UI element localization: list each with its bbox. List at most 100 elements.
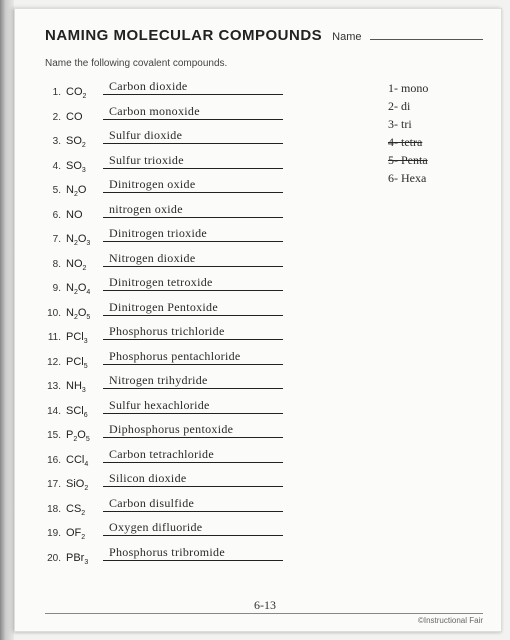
formula: PCl3 [66,331,98,345]
header: NAMING MOLECULAR COMPOUNDS Name [45,27,483,44]
answer-text: Carbon tetrachloride [109,447,214,462]
formula: NO [66,209,98,221]
footer: 6-13 ©Instructional Fair [45,613,483,625]
answer-text: Nitrogen dioxide [109,251,195,266]
row-number: 5. [45,185,61,196]
answer-text: Dinitrogen oxide [109,177,195,192]
row-number: 9. [45,283,61,294]
compound-row: 12. PCl5 Phosphorus pentachloride [45,347,380,372]
answer-line[interactable]: Oxygen difluoride [103,518,283,536]
compound-row: 7.N2O3Dinitrogen trioxide [45,224,380,249]
prefix-note: 5- Penta [388,151,483,169]
answer-line[interactable]: Dinitrogen trioxide [103,224,283,242]
compound-row: 10. N2O5 Dinitrogen Pentoxide [45,298,380,323]
compound-row: 4. SO3 Sulfur trioxide [45,151,380,176]
row-number: 20. [45,553,61,564]
worksheet-page: NAMING MOLECULAR COMPOUNDS Name Name the… [14,8,502,632]
answer-line[interactable]: Dinitrogen oxide [103,175,283,193]
answer-text: nitrogen oxide [109,202,183,217]
answer-line[interactable]: Carbon monoxide [103,102,283,120]
row-number: 17. [45,479,61,490]
compound-row: 13.NH3Nitrogen trihydride [45,371,380,396]
compound-row: 20. PBr3 Phosphorus tribromide [45,543,380,568]
formula: N2O4 [66,282,98,296]
row-number: 16. [45,455,61,466]
formula: CO [66,111,98,123]
content-area: 1. CO2 Carbon dioxide 2. CO Carbon monoxide 3.… [45,77,483,567]
answer-line[interactable]: Phosphorus pentachloride [103,347,283,365]
formula: CCl4 [66,454,98,468]
row-number: 4. [45,161,61,172]
answer-line[interactable]: Phosphorus trichloride [103,322,283,340]
answer-line[interactable]: Carbon tetrachloride [103,445,283,463]
compound-row: 2. CO Carbon monoxide [45,102,380,127]
formula: N2O3 [66,233,98,247]
answer-text: Phosphorus tribromide [109,545,225,560]
row-number: 12. [45,357,61,368]
compound-row: 14. SCl6 Sulfur hexachloride [45,396,380,421]
formula: NO2 [66,258,98,272]
row-number: 2. [45,112,61,123]
answer-text: Silicon dioxide [109,471,187,486]
formula: SO2 [66,135,98,149]
name-input-line[interactable] [370,28,484,40]
prefix-note: 6- Hexa [388,169,483,187]
formula: N2O5 [66,307,98,321]
compound-row: 17. SiO2 Silicon dioxide [45,469,380,494]
prefix-note: 1- mono [388,79,483,97]
row-number: 10. [45,308,61,319]
formula: OF2 [66,527,98,541]
prefix-note: 4- tetra [388,133,483,151]
row-number: 6. [45,210,61,221]
answer-text: Diphosphorus pentoxide [109,422,233,437]
answer-text: Oxygen difluoride [109,520,202,535]
prefix-note: 2- di [388,97,483,115]
copyright: ©Instructional Fair [418,616,483,625]
answer-line[interactable]: Phosphorus tribromide [103,543,283,561]
answer-line[interactable]: Sulfur dioxide [103,126,283,144]
answer-text: Nitrogen trihydride [109,373,208,388]
answer-line[interactable]: Sulfur trioxide [103,151,283,169]
compound-row: 18.CS2Carbon disulfide [45,494,380,519]
formula: PCl5 [66,356,98,370]
answer-line[interactable]: Carbon disulfide [103,494,283,512]
answer-line[interactable]: Nitrogen trihydride [103,371,283,389]
formula: CS2 [66,503,98,517]
compound-row: 6. NO nitrogen oxide [45,200,380,225]
row-number: 14. [45,406,61,417]
compound-row: 9. N2O4 Dinitrogen tetroxide [45,273,380,298]
row-number: 1. [45,87,61,98]
answer-line[interactable]: Diphosphorus pentoxide [103,420,283,438]
answer-text: Phosphorus pentachloride [109,349,241,364]
answer-line[interactable]: nitrogen oxide [103,200,283,218]
row-number: 8. [45,259,61,270]
answer-text: Carbon disulfide [109,496,194,511]
formula: CO2 [66,86,98,100]
answer-text: Sulfur dioxide [109,128,182,143]
answer-line[interactable]: Carbon dioxide [103,77,283,95]
compound-row: 15.P2O5Diphosphorus pentoxide [45,420,380,445]
formula: N2O [66,184,98,198]
answer-text: Sulfur hexachloride [109,398,210,413]
answer-line[interactable]: Dinitrogen Pentoxide [103,298,283,316]
compound-row: 16. CCl4 Carbon tetrachloride [45,445,380,470]
answer-text: Dinitrogen trioxide [109,226,207,241]
formula: SiO2 [66,478,98,492]
name-label: Name [332,31,361,43]
formula: PBr3 [66,552,98,566]
answer-line[interactable]: Sulfur hexachloride [103,396,283,414]
answer-text: Carbon dioxide [109,79,188,94]
compound-row: 8. NO2 Nitrogen dioxide [45,249,380,274]
answer-line[interactable]: Nitrogen dioxide [103,249,283,267]
row-number: 13. [45,381,61,392]
formula: SCl6 [66,405,98,419]
row-number: 3. [45,136,61,147]
page-number: 6-13 [254,598,276,613]
answer-text: Carbon monoxide [109,104,200,119]
page-binding [0,0,14,640]
formula: SO3 [66,160,98,174]
answer-line[interactable]: Silicon dioxide [103,469,283,487]
row-number: 11. [45,332,61,343]
answer-line[interactable]: Dinitrogen tetroxide [103,273,283,291]
prefix-notes: 1- mono2- di3- tri4- tetra5- Penta6- Hex… [388,77,483,567]
